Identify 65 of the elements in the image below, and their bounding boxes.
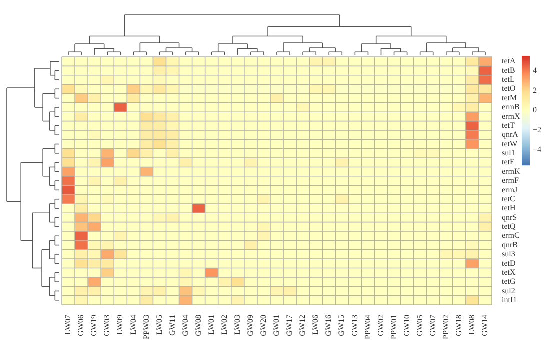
y-tick-label: tetB (502, 66, 516, 75)
y-tick-label: tetA (502, 56, 516, 66)
x-tick-label: GW01 (272, 315, 282, 336)
color-bar-label: −4 (533, 145, 542, 154)
x-tick-label: LW03 (233, 315, 242, 335)
y-tick-label: tetD (502, 258, 516, 268)
y-tick-label: ermC (502, 231, 520, 240)
y-tick-label: qnrS (502, 212, 518, 222)
y-tick-label: qnrB (502, 240, 518, 250)
x-tick-label: GW04 (180, 315, 190, 336)
x-tick-label: GW09 (246, 315, 256, 336)
x-tick-label: GW17 (285, 315, 294, 336)
x-tick-label: LW01 (206, 315, 216, 335)
x-tick-label: GW08 (194, 315, 203, 336)
y-tick-label: tetW (502, 139, 518, 148)
y-tick-label: sul1 (502, 148, 516, 158)
y-tick-label: tetQ (502, 222, 516, 232)
x-tick-label: PPW02 (441, 315, 450, 340)
x-tick-label: GW12 (298, 315, 308, 336)
x-tick-label: GW20 (259, 315, 268, 336)
y-tick-label: tetC (502, 194, 516, 204)
x-tick-label: LW07 (64, 315, 73, 335)
x-tick-label: LW08 (468, 315, 477, 335)
x-tick-label: GW10 (402, 315, 412, 336)
y-tick-label: qnrA (502, 130, 519, 140)
x-tick-label: PPW04 (363, 315, 372, 340)
x-tick-label: GW19 (90, 315, 99, 336)
y-tick-label: ermF (502, 176, 520, 186)
x-tick-label: GW03 (102, 315, 112, 336)
x-tick-label: LW04 (128, 315, 138, 335)
y-tick-label: tetT (502, 120, 515, 130)
y-tick-label: tetX (502, 268, 516, 277)
y-tick-label: tetE (502, 158, 515, 167)
x-tick-label: GW13 (350, 315, 360, 336)
x-tick-label: GW05 (415, 315, 424, 336)
y-tick-label: tetO (502, 84, 516, 94)
color-bar-label: 0 (533, 106, 537, 115)
x-tick-label: LW05 (154, 315, 164, 335)
y-tick-label: intI1 (502, 296, 518, 304)
x-tick-label: PPW01 (389, 315, 398, 340)
y-tick-label: tetM (502, 93, 518, 102)
x-tick-label: GW02 (376, 315, 386, 336)
x-tick-label: PPW03 (142, 315, 151, 340)
x-tick-label: GW15 (337, 315, 346, 336)
y-tick-label: tetG (502, 277, 516, 286)
y-tick-label: ermK (502, 166, 520, 176)
y-tick-label: sul2 (502, 286, 516, 296)
y-tick-label: ermJ (502, 185, 518, 194)
y-tick-label: ermX (502, 112, 520, 121)
color-bar-label: 2 (533, 86, 537, 95)
color-bar-label: 4 (533, 66, 537, 75)
x-tick-label: GW14 (480, 315, 490, 336)
x-tick-label: LW09 (116, 315, 125, 335)
y-tick-label: tetH (502, 204, 516, 213)
x-tick-label: LW06 (311, 315, 320, 335)
x-tick-label: GW06 (76, 315, 86, 336)
x-tick-label: LW02 (220, 315, 229, 335)
color-bar-label: −2 (533, 125, 542, 134)
x-tick-label: GW16 (324, 315, 334, 336)
y-tick-label: tetL (502, 75, 515, 84)
x-tick-label: GW07 (428, 315, 438, 336)
x-tick-label: GW18 (454, 315, 464, 336)
y-tick-label: ermB (502, 102, 520, 112)
x-tick-label: GW11 (168, 315, 177, 336)
y-tick-label: sul3 (502, 250, 516, 259)
